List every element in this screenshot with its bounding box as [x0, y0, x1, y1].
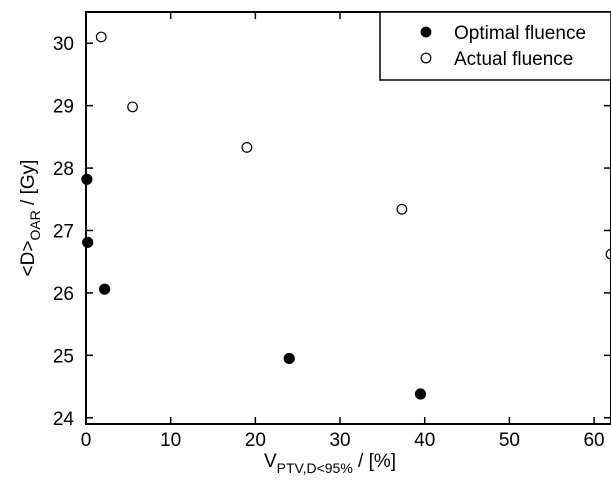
y-tick-label: 29: [53, 97, 74, 118]
legend-marker-optimal-fluence: [420, 26, 432, 38]
actual-fluence-point: [127, 101, 138, 113]
x-tick-label: 50: [499, 430, 520, 451]
x-tick-label: 60: [583, 430, 604, 451]
y-tick-label: 25: [53, 346, 74, 367]
y-tick-label: 28: [53, 159, 74, 180]
data-points: [81, 31, 611, 400]
optimal-fluence-point: [82, 236, 94, 248]
legend: Optimal fluence Actual fluence: [379, 11, 611, 81]
optimal-fluence-point: [99, 283, 111, 295]
legend-marker-actual-fluence: [420, 52, 432, 64]
legend-label-optimal-fluence: Optimal fluence: [454, 23, 586, 44]
y-axis-ticks: 24 25 26 27 28 29 30: [53, 34, 611, 430]
y-tick-label: 30: [53, 34, 74, 55]
y-tick-label: 26: [53, 284, 74, 305]
x-tick-label: 40: [414, 430, 435, 451]
plot-frame: [85, 11, 611, 425]
x-axis-label-unit: / [%]: [353, 451, 396, 472]
x-tick-label: 10: [160, 430, 181, 451]
actual-fluence-point: [95, 31, 107, 43]
x-axis-label: VPTV,D<95% / [%]: [264, 451, 396, 476]
actual-fluence-point: [605, 248, 611, 260]
legend-label-actual-fluence: Actual fluence: [454, 49, 573, 70]
y-axis-label-subscript: OAR: [27, 210, 43, 240]
x-axis-label-main: V: [264, 451, 277, 472]
y-tick-label: 27: [53, 221, 74, 242]
legend-box: [379, 11, 611, 81]
optimal-fluence-point: [283, 352, 295, 365]
x-axis-ticks: 0 10 20 30 40 50 60: [81, 12, 605, 451]
y-axis-label-unit: / [Gy]: [18, 160, 39, 211]
y-axis-label-main: <D>: [18, 241, 39, 277]
x-tick-label: 30: [329, 430, 350, 451]
y-axis-label: <D>OAR / [Gy]: [18, 160, 43, 277]
x-tick-label: 0: [81, 430, 92, 451]
actual-fluence-point: [396, 203, 408, 215]
actual-fluence-point: [241, 142, 253, 153]
x-tick-label: 20: [245, 430, 266, 451]
y-tick-label: 24: [53, 409, 75, 430]
x-axis-label-subscript: PTV,D<95%: [277, 460, 353, 476]
optimal-fluence-point: [414, 388, 427, 400]
